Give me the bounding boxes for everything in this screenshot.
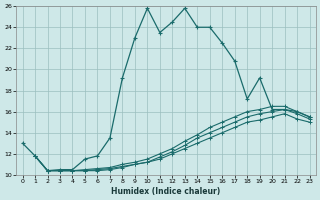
X-axis label: Humidex (Indice chaleur): Humidex (Indice chaleur) bbox=[111, 187, 221, 196]
